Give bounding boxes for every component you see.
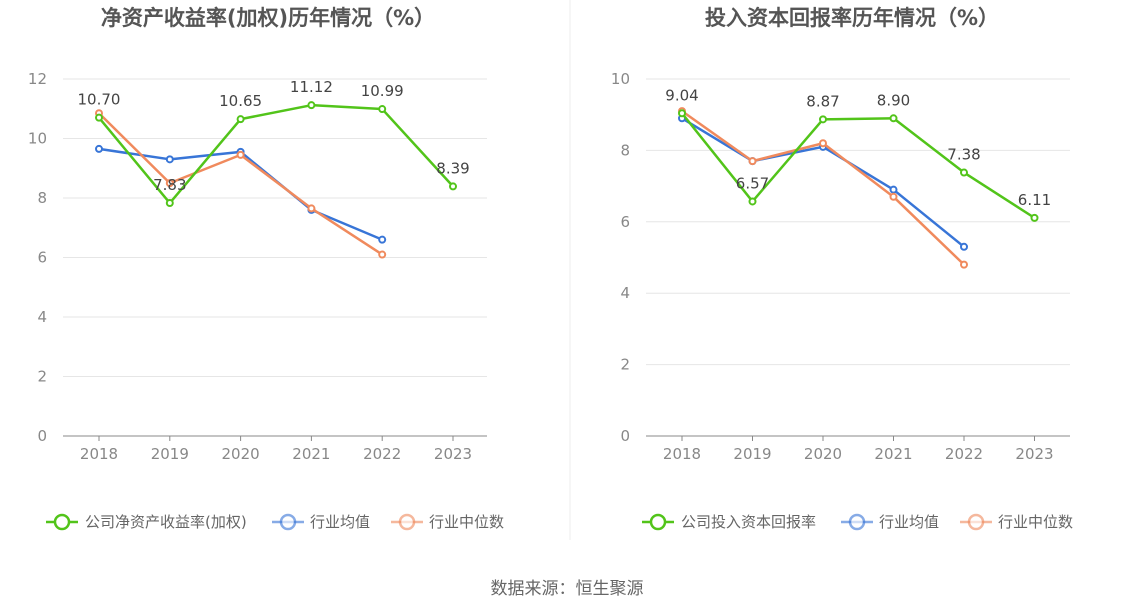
chart2-data-label: 6.11 (1018, 191, 1051, 209)
chart1-xtick-label: 2022 (363, 445, 401, 463)
chart2-ytick-label: 4 (620, 284, 630, 302)
chart1-data-label: 7.83 (153, 176, 186, 194)
chart2-ytick-label: 2 (620, 356, 630, 374)
chart1-point-median (307, 204, 316, 213)
chart1-point-avg (165, 155, 174, 164)
chart1-ytick-label: 10 (28, 130, 47, 148)
chart2-data-label: 7.38 (947, 146, 980, 164)
chart1-xtick-label: 2018 (80, 445, 118, 463)
chart1-xtick-label: 2019 (151, 445, 189, 463)
chart2-point-median (889, 192, 898, 201)
chart2-point-company (678, 109, 686, 118)
chart1-point-median (236, 150, 245, 159)
chart2-data-label: 6.57 (736, 174, 769, 192)
chart1-ytick-label: 8 (37, 189, 47, 207)
chart1-legend-marker-company (53, 513, 71, 531)
chart2-series-line-avg (681, 117, 965, 248)
chart1-point-avg (95, 144, 103, 153)
chart1-xtick-label: 2023 (434, 445, 472, 463)
chart2-series-line-median (681, 110, 965, 266)
chart2-legend-marker-company (649, 513, 667, 531)
chart1-legend-label-avg: 行业均值 (310, 513, 370, 531)
chart2-data-label: 8.87 (806, 92, 839, 110)
chart2-point-company (889, 114, 898, 123)
chart1-data-label: 10.99 (361, 82, 404, 100)
chart2-xtick-label: 2021 (874, 445, 912, 463)
chart1-point-median (378, 250, 387, 259)
chart2-point-company (1030, 213, 1039, 222)
chart2-point-avg (889, 185, 898, 194)
chart1-ytick-label: 2 (37, 368, 47, 386)
chart1-series-line-company (98, 103, 454, 205)
chart1-ytick-label: 4 (37, 308, 47, 326)
chart1-series-line-median (98, 112, 383, 256)
chart1-ytick-label: 12 (28, 70, 47, 88)
chart1-point-company (378, 105, 387, 114)
chart2-xtick-label: 2018 (663, 445, 701, 463)
chart2-ytick-label: 0 (620, 427, 630, 445)
chart2-title: 投入资本回报率历年情况（%） (705, 6, 999, 30)
chart1-point-avg (378, 235, 387, 244)
chart1-ytick-label: 6 (37, 249, 47, 267)
chart1-ytick-label: 0 (37, 427, 47, 445)
chart2-ytick-label: 8 (620, 141, 630, 159)
chart2-legend-label-company: 公司投入资本回报率 (681, 513, 816, 531)
chart2-xtick-label: 2019 (733, 445, 771, 463)
chart2-legend-label-avg: 行业均值 (879, 513, 939, 531)
chart2-legend-label-median: 行业中位数 (998, 513, 1073, 531)
chart2-legend-marker-avg (848, 513, 866, 531)
chart1-legend-marker-avg (279, 513, 297, 531)
chart1-point-company (236, 115, 245, 124)
chart2-xtick-label: 2022 (945, 445, 983, 463)
chart2-point-company (748, 197, 757, 206)
chart2-ytick-label: 10 (611, 70, 630, 88)
chart1-title: 净资产收益率(加权)历年情况（%） (101, 6, 435, 30)
chart2-point-median (748, 157, 757, 166)
chart1-point-company (95, 113, 103, 122)
chart2-xtick-label: 2020 (804, 445, 842, 463)
chart2-point-company (819, 115, 827, 124)
chart1-data-label: 8.39 (436, 159, 469, 177)
chart2-data-label: 8.90 (877, 91, 910, 109)
chart1-legend-label-median: 行业中位数 (429, 513, 504, 531)
chart1-data-label: 10.70 (78, 91, 121, 109)
chart2-xtick-label: 2023 (1015, 445, 1053, 463)
data-source-note: 数据来源：恒生聚源 (490, 579, 644, 599)
chart2-legend-marker-median (967, 513, 985, 531)
chart2-series-line-company (681, 112, 1036, 219)
chart2-data-label: 9.04 (665, 86, 698, 104)
chart1-point-company (165, 199, 174, 208)
chart1-xtick-label: 2020 (222, 445, 260, 463)
chart1-point-company (449, 182, 457, 191)
chart1-point-median (165, 179, 174, 188)
chart2-point-median (960, 260, 968, 269)
chart1-legend-label-company: 公司净资产收益率(加权) (85, 513, 247, 531)
chart1-legend-marker-median (398, 513, 416, 531)
chart1-data-label: 11.12 (290, 78, 333, 96)
chart1-xtick-label: 2021 (292, 445, 330, 463)
chart1-point-company (307, 101, 316, 110)
chart2-point-avg (960, 242, 968, 251)
chart2-point-company (960, 168, 968, 177)
chart2-ytick-label: 6 (620, 213, 630, 231)
chart2-point-median (819, 139, 827, 148)
chart1-data-label: 10.65 (219, 92, 262, 110)
